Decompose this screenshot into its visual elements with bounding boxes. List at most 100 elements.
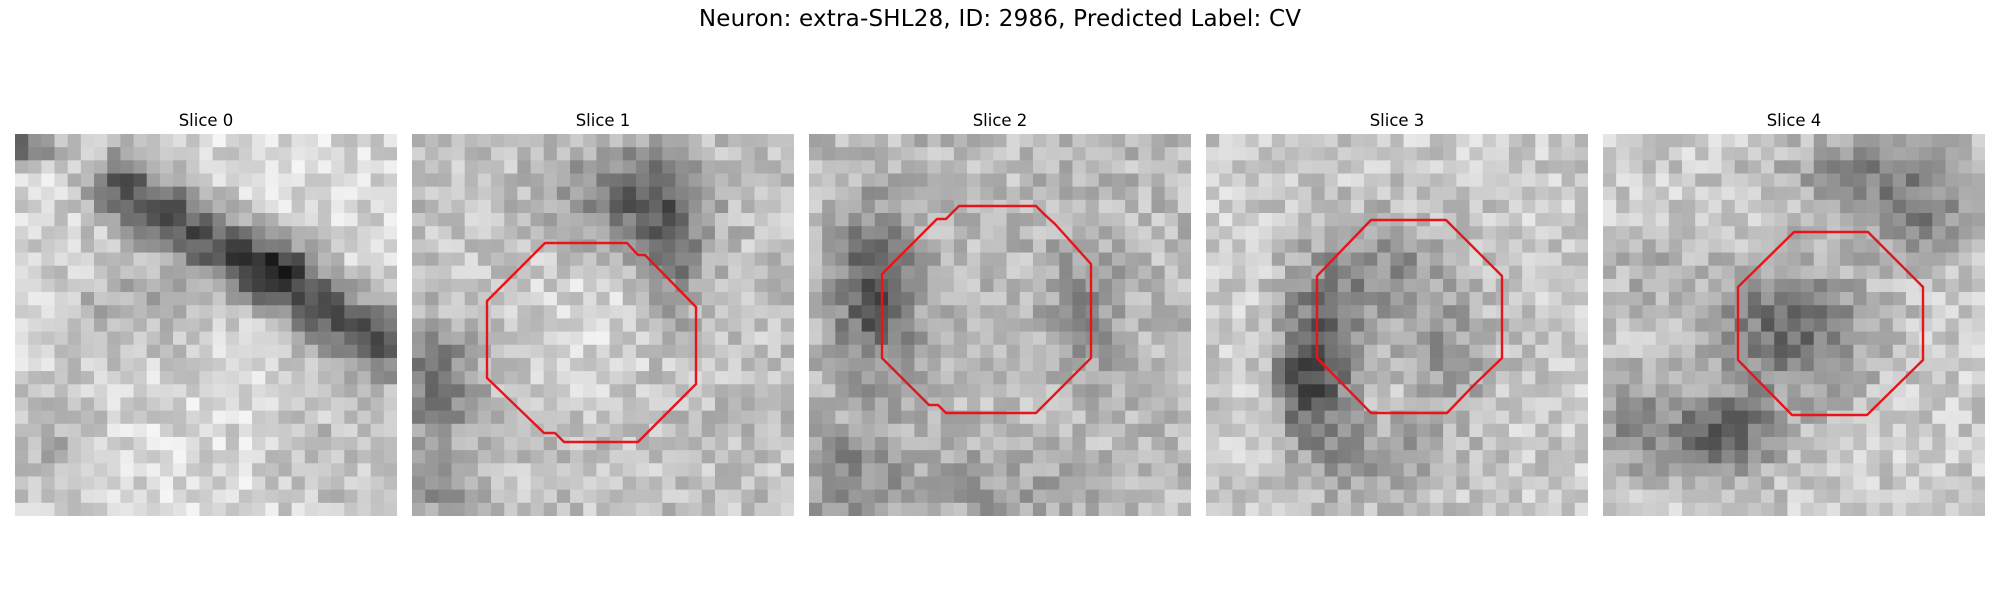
image-pixel [41, 292, 56, 306]
image-pixel [1561, 199, 1576, 214]
image-pixel [822, 331, 836, 346]
image-pixel [1800, 423, 1815, 438]
image-pixel [1206, 423, 1220, 438]
image-pixel [225, 357, 240, 372]
image-pixel [464, 331, 479, 346]
image-pixel [1311, 410, 1326, 425]
image-pixel [570, 344, 584, 359]
image-pixel [1245, 278, 1260, 293]
image-pixel [1616, 489, 1630, 504]
image-pixel [1655, 436, 1670, 451]
image-pixel [1032, 173, 1047, 188]
image-pixel [754, 173, 769, 188]
image-pixel [701, 239, 716, 254]
image-pixel [1813, 436, 1828, 451]
image-pixel [1125, 186, 1139, 201]
image-pixel [940, 213, 955, 227]
image-pixel [649, 502, 663, 516]
image-pixel [1298, 318, 1312, 333]
image-pixel [1535, 463, 1550, 478]
image-pixel [159, 147, 174, 161]
image-pixel [412, 226, 426, 240]
image-pixel [1574, 173, 1588, 188]
image-pixel [146, 318, 161, 333]
image-pixel [1245, 502, 1260, 516]
image-pixel [1337, 344, 1352, 359]
image-pixel [1456, 134, 1471, 148]
image-pixel [94, 226, 108, 240]
image-pixel [1429, 226, 1444, 240]
image-pixel [1377, 384, 1392, 399]
image-pixel [133, 265, 148, 280]
image-pixel [1377, 278, 1392, 293]
image-pixel [331, 160, 345, 175]
image-pixel [1059, 226, 1074, 240]
image-pixel [1495, 436, 1510, 451]
image-pixel [953, 173, 968, 188]
image-pixel [28, 226, 42, 240]
image-pixel [1271, 278, 1286, 293]
image-pixel [953, 384, 968, 399]
image-pixel [1629, 450, 1644, 464]
image-pixel [1285, 278, 1299, 293]
image-pixel [1232, 410, 1247, 425]
image-pixel [1072, 450, 1087, 464]
image-pixel [186, 239, 201, 254]
image-pixel [357, 344, 372, 359]
image-pixel [477, 397, 492, 412]
image-pixel [1747, 436, 1762, 451]
image-pixel [67, 489, 82, 504]
image-pixel [1616, 305, 1630, 320]
image-pixel [953, 476, 968, 491]
image-pixel [517, 423, 532, 438]
image-pixel [317, 252, 332, 267]
image-pixel [304, 371, 319, 385]
image-pixel [1853, 463, 1868, 478]
image-pixel [370, 160, 385, 175]
image-pixel [688, 463, 703, 478]
image-pixel [1469, 134, 1484, 148]
image-pixel [1774, 502, 1789, 516]
image-pixel [1800, 160, 1815, 175]
image-pixel [967, 239, 981, 254]
image-pixel [225, 160, 240, 175]
image-pixel [1682, 213, 1696, 227]
image-pixel [1682, 265, 1696, 280]
image-pixel [15, 463, 29, 478]
image-pixel [1206, 239, 1220, 254]
image-pixel [1826, 252, 1841, 267]
image-pixel [861, 186, 876, 201]
image-pixel [622, 318, 637, 333]
image-pixel [1668, 147, 1683, 161]
image-pixel [1164, 199, 1179, 214]
image-pixel [265, 226, 280, 240]
image-pixel [331, 423, 345, 438]
image-pixel [1695, 489, 1709, 504]
image-pixel [1668, 410, 1683, 425]
image-pixel [1642, 489, 1657, 504]
image-pixel [809, 226, 823, 240]
image-pixel [107, 502, 121, 516]
image-pixel [133, 423, 148, 438]
image-pixel [383, 502, 397, 516]
image-pixel [543, 226, 558, 240]
image-pixel [728, 226, 742, 240]
image-pixel [80, 278, 95, 293]
image-pixel [517, 463, 532, 478]
image-pixel [1390, 318, 1405, 333]
image-pixel [1800, 292, 1815, 306]
image-pixel [1945, 371, 1960, 385]
image-pixel [1377, 357, 1392, 372]
image-pixel [15, 160, 29, 175]
image-pixel [120, 173, 135, 188]
image-pixel [1774, 436, 1789, 451]
image-pixel [1206, 305, 1220, 320]
image-pixel [357, 436, 372, 451]
image-pixel [1522, 357, 1536, 372]
image-pixel [940, 265, 955, 280]
image-pixel [1059, 357, 1074, 372]
image-pixel [1390, 239, 1405, 254]
image-pixel [1206, 450, 1220, 464]
image-pixel [980, 160, 995, 175]
image-pixel [1734, 278, 1749, 293]
